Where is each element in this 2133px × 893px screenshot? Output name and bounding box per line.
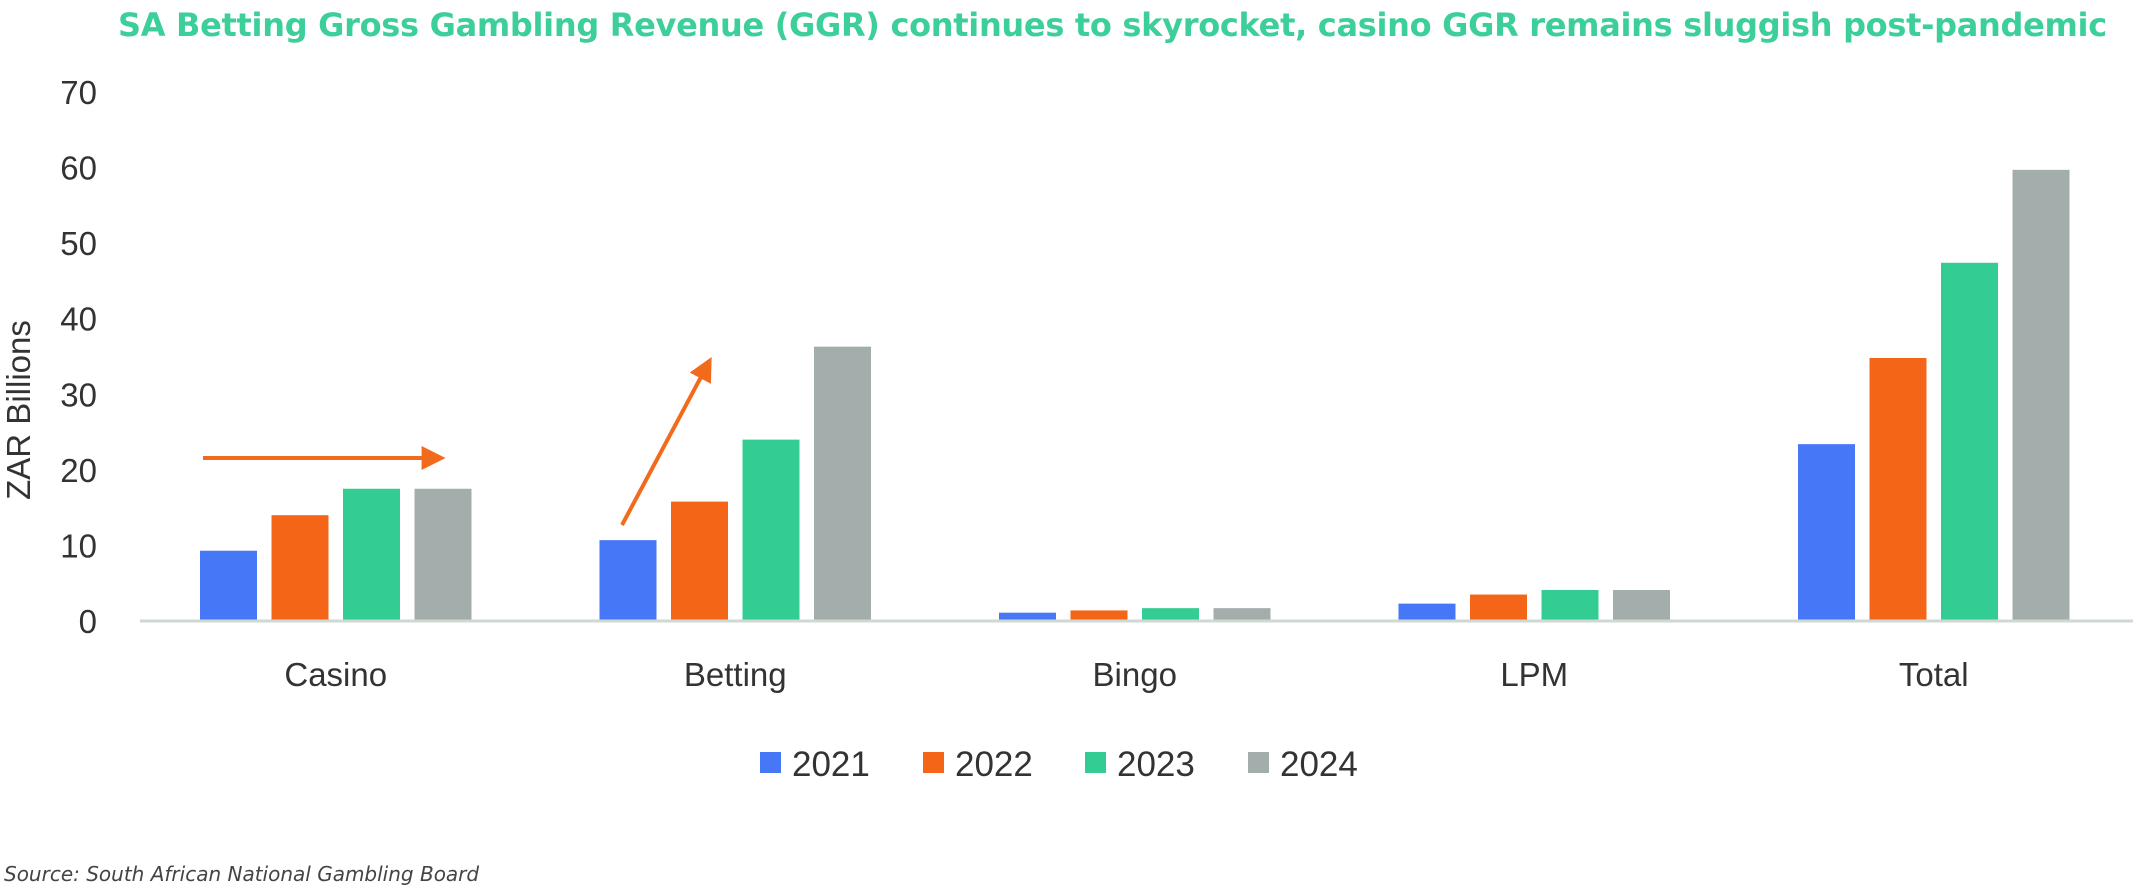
bar-casino-2024 — [414, 488, 472, 621]
betting-rising-arrow — [620, 357, 712, 526]
bar-total-2024 — [2012, 169, 2070, 622]
bar-casino-2023 — [343, 488, 400, 621]
legend-swatch-2022 — [923, 752, 944, 773]
category-labels: Casino Betting Bingo LPM Total — [284, 656, 1968, 693]
bar-lpm-2023 — [1541, 590, 1599, 621]
bar-total-2021 — [1798, 444, 1855, 621]
bar-bingo-2023 — [1142, 608, 1199, 621]
y-axis-ticks: 0 10 20 30 40 50 60 70 — [60, 74, 97, 640]
legend-swatch-2021 — [760, 752, 781, 773]
source-note: Source: South African National Gambling … — [4, 862, 480, 886]
legend-swatch-2023 — [1085, 752, 1106, 773]
y-tick-label: 0 — [79, 603, 97, 640]
y-axis-title: ZAR Billions — [0, 320, 37, 500]
y-tick-label: 20 — [60, 452, 97, 489]
y-tick-label: 30 — [60, 376, 97, 413]
bar-casino-2021 — [200, 550, 257, 621]
bars-group — [200, 169, 2070, 622]
bar-bingo-2022 — [1070, 610, 1128, 621]
bar-total-2023 — [1941, 262, 1998, 621]
category-label-lpm: LPM — [1500, 656, 1568, 693]
bar-betting-2021 — [599, 540, 657, 621]
y-tick-label: 70 — [60, 74, 97, 111]
bar-betting-2024 — [814, 346, 871, 621]
category-label-bingo: Bingo — [1093, 656, 1177, 693]
bar-lpm-2022 — [1470, 594, 1527, 621]
legend-label-2022: 2022 — [955, 745, 1033, 784]
category-label-casino: Casino — [284, 656, 387, 693]
legend-label-2021: 2021 — [792, 745, 870, 784]
bar-lpm-2024 — [1613, 590, 1670, 621]
bar-bingo-2024 — [1213, 608, 1271, 621]
bar-bingo-2021 — [999, 612, 1056, 621]
y-tick-label: 50 — [60, 225, 97, 262]
y-tick-label: 60 — [60, 150, 97, 187]
category-label-total: Total — [1899, 656, 1969, 693]
category-label-betting: Betting — [684, 656, 787, 693]
y-tick-label: 40 — [60, 301, 97, 338]
trend-arrows — [203, 357, 712, 526]
y-tick-label: 10 — [60, 527, 97, 564]
legend-label-2023: 2023 — [1117, 745, 1195, 784]
legend-label-2024: 2024 — [1280, 745, 1358, 784]
legend: 2021 2022 2023 2024 — [760, 745, 1358, 784]
bar-betting-2023 — [742, 439, 800, 621]
bar-betting-2022 — [671, 501, 728, 621]
bar-lpm-2021 — [1398, 603, 1456, 621]
legend-swatch-2024 — [1248, 752, 1269, 773]
bar-casino-2022 — [271, 515, 329, 621]
chart-title: SA Betting Gross Gambling Revenue (GGR) … — [118, 6, 2107, 44]
bar-total-2022 — [1869, 358, 1927, 621]
